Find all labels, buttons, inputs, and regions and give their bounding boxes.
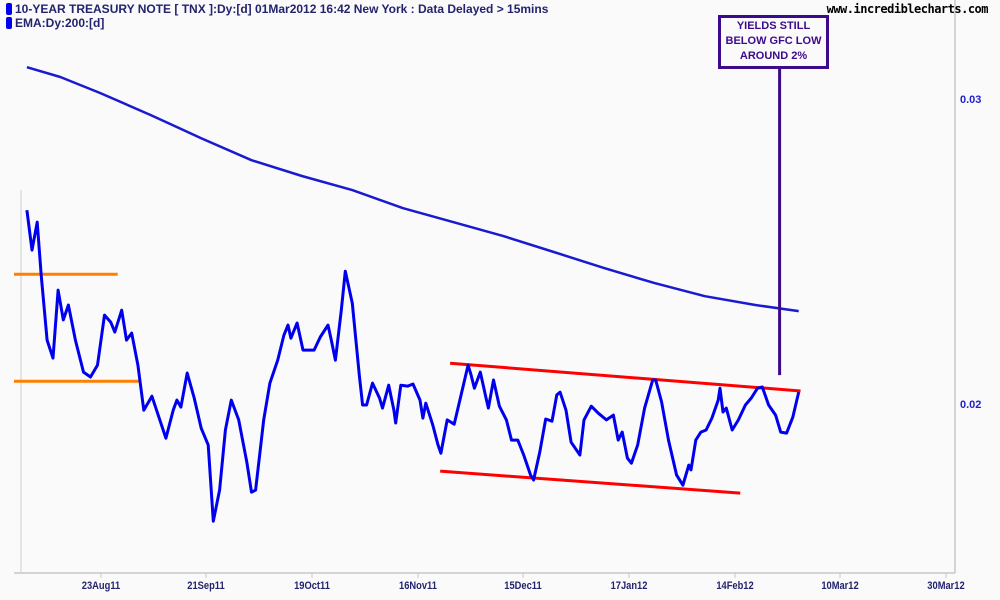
- x-tick-label: 17Jan12: [611, 580, 648, 592]
- channel-lower-line: [440, 469, 741, 495]
- y-tick-label: 0.03: [960, 94, 981, 106]
- indicator-label: EMA:Dy:200:[d]: [15, 16, 105, 30]
- website-label: www.incrediblecharts.com: [826, 2, 989, 16]
- price-series-line: [25, 210, 801, 523]
- channel-upper-line: [449, 361, 801, 393]
- x-tick-label: 14Feb12: [716, 580, 754, 592]
- y-tick-label: 0.02: [960, 399, 981, 411]
- ema-series-line: [26, 66, 799, 313]
- chart-title-legend: 10-YEAR TREASURY NOTE [ TNX ]:Dy:[d] 01M…: [6, 2, 548, 16]
- annotation-line: YIELDS STILL: [736, 20, 811, 32]
- annotation-line: BELOW GFC LOW: [725, 35, 822, 47]
- indicator-legend: EMA:Dy:200:[d]: [6, 16, 104, 30]
- series-marker-icon: [6, 3, 12, 15]
- x-tick-label: 23Aug11: [82, 580, 121, 592]
- annotation-line: AROUND 2%: [739, 50, 808, 62]
- x-tick-label: 30Mar12: [927, 580, 965, 592]
- x-tick-label: 21Sep11: [187, 580, 225, 592]
- annotation-box: YIELDS STILL BELOW GFC LOW AROUND 2%: [718, 15, 829, 69]
- x-tick-label: 15Dec11: [504, 580, 542, 592]
- x-tick-label: 10Mar12: [821, 580, 859, 592]
- series-marker-icon: [6, 17, 12, 29]
- x-tick-label: 19Oct11: [294, 580, 330, 592]
- chart-title: 10-YEAR TREASURY NOTE [ TNX ]:Dy:[d] 01M…: [15, 2, 549, 16]
- x-tick-label: 16Nov11: [399, 580, 437, 592]
